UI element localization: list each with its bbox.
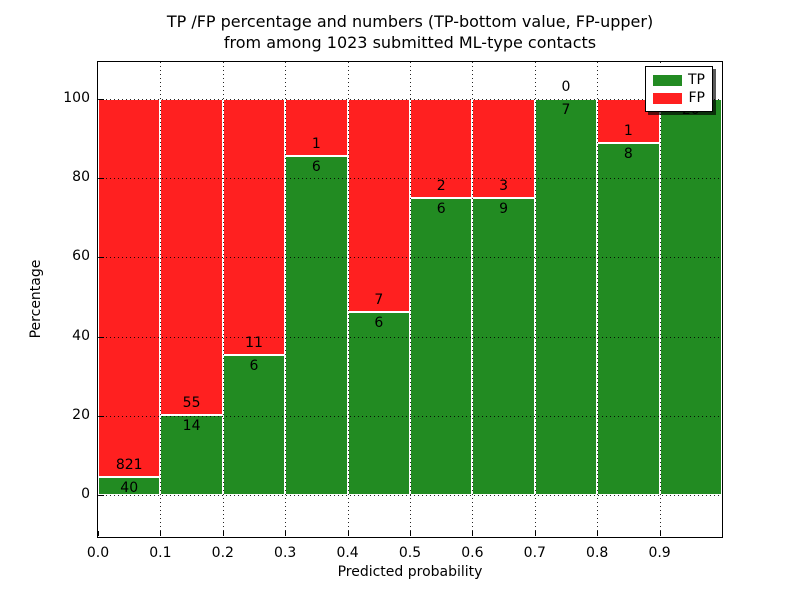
y-axis-tick-label: 0 bbox=[81, 486, 90, 502]
bar-fp-count-label: 821 bbox=[115, 456, 143, 473]
bar-fp-count-label: 1 bbox=[623, 123, 633, 139]
y-tick-mark bbox=[99, 178, 104, 180]
x-tick-mark bbox=[160, 531, 162, 536]
bar-fp-count-label: 1 bbox=[311, 135, 321, 152]
y-tick-mark bbox=[99, 336, 104, 338]
gridline-vertical bbox=[285, 62, 287, 537]
gridline-horizontal bbox=[98, 336, 722, 338]
bar-segment-fp bbox=[472, 99, 535, 198]
bar-tp-count-label: 9 bbox=[499, 201, 509, 217]
x-axis-tick-label: 0.8 bbox=[586, 545, 609, 561]
bar-segment-fp bbox=[98, 99, 161, 477]
legend-label-fp: FP bbox=[688, 89, 706, 106]
bar-segment-tp bbox=[659, 99, 722, 495]
bar-tp-count-label: 6 bbox=[249, 358, 259, 375]
bar-segment-tp bbox=[534, 99, 598, 495]
chart-title: TP /FP percentage and numbers (TP-bottom… bbox=[98, 11, 722, 53]
gridline-vertical bbox=[597, 62, 599, 537]
bar-tp-count-label: 40 bbox=[120, 479, 139, 496]
y-tick-mark bbox=[99, 257, 104, 259]
x-axis-tick-label: 0.2 bbox=[211, 545, 234, 561]
gridline-vertical bbox=[659, 62, 661, 537]
gridline-vertical bbox=[472, 62, 474, 537]
bar-fp-count-label: 11 bbox=[245, 335, 263, 352]
gridline-horizontal bbox=[98, 495, 722, 496]
y-axis-tick-label: 80 bbox=[72, 169, 90, 186]
bar-fp-count-label: 2 bbox=[436, 178, 446, 194]
x-tick-mark bbox=[98, 531, 99, 536]
y-tick-mark bbox=[99, 415, 104, 417]
x-tick-mark bbox=[597, 531, 599, 536]
x-axis-tick-label: 0.3 bbox=[274, 545, 297, 561]
bar-fp-count-label: 3 bbox=[499, 178, 509, 194]
bar-segment-fp bbox=[222, 99, 286, 356]
gridline-vertical bbox=[410, 62, 411, 537]
x-axis-tick-label: 0.0 bbox=[86, 545, 110, 561]
bar-segment-tp bbox=[160, 414, 223, 495]
y-axis-tick-label: 40 bbox=[72, 327, 90, 344]
bar-fp-count-label: 0 bbox=[561, 79, 571, 95]
legend-entry-tp: TP bbox=[653, 71, 705, 88]
y-axis-title: Percentage bbox=[28, 259, 44, 339]
x-tick-mark bbox=[472, 531, 474, 536]
bar-tp-count-label: 14 bbox=[182, 417, 201, 434]
bar-fp-count-label: 55 bbox=[182, 394, 201, 411]
bar-segment-tp bbox=[410, 198, 473, 495]
chart-title-line1: TP /FP percentage and numbers (TP-bottom… bbox=[166, 12, 654, 31]
x-axis-tick-label: 0.6 bbox=[461, 545, 484, 561]
bar-fp-count-label: 7 bbox=[374, 292, 384, 309]
bar-segment-tp bbox=[222, 355, 286, 495]
gridline-horizontal bbox=[98, 415, 722, 417]
x-tick-mark bbox=[285, 531, 287, 536]
bar-tp-count-label: 6 bbox=[374, 315, 384, 332]
legend-entry-fp: FP bbox=[653, 89, 706, 106]
x-tick-mark bbox=[347, 531, 349, 536]
bar-segment-tp bbox=[98, 476, 161, 495]
bar-tp-count-label: 8 bbox=[623, 146, 633, 162]
bar-segment-tp bbox=[597, 143, 660, 495]
x-axis-tick-label: 0.4 bbox=[336, 545, 359, 561]
bar-segment-tp bbox=[347, 312, 410, 495]
y-axis-tick-label: 20 bbox=[72, 406, 90, 423]
bar-segment-tp bbox=[472, 198, 535, 495]
gridline-vertical bbox=[160, 62, 162, 537]
y-tick-mark bbox=[99, 495, 104, 496]
bar-segment-tp bbox=[285, 155, 348, 495]
x-tick-mark bbox=[410, 531, 411, 536]
bar-tp-count-label: 7 bbox=[561, 102, 571, 118]
gridline-vertical bbox=[347, 62, 349, 537]
x-axis-tick-label: 0.1 bbox=[149, 545, 172, 561]
chart-title-line2: from among 1023 submitted ML-type contac… bbox=[223, 33, 597, 52]
x-axis-tick-label: 0.9 bbox=[648, 545, 671, 561]
bar-segment-fp bbox=[160, 99, 223, 415]
legend-swatch-fp-icon bbox=[653, 92, 682, 104]
x-axis-title: Predicted probability bbox=[337, 564, 483, 580]
x-axis-tick-label: 0.5 bbox=[398, 545, 422, 561]
x-tick-mark bbox=[659, 531, 661, 536]
gridline-vertical bbox=[534, 62, 536, 537]
y-axis-tick-label: 60 bbox=[72, 248, 90, 265]
bar-tp-count-label: 6 bbox=[311, 158, 321, 175]
x-axis-tick-label: 0.7 bbox=[523, 545, 546, 561]
legend-label-tp: TP bbox=[688, 71, 705, 88]
gridline-horizontal bbox=[98, 257, 722, 259]
gridline-horizontal bbox=[98, 99, 722, 100]
legend-swatch-tp-icon bbox=[653, 74, 682, 86]
bar-segment-fp bbox=[347, 99, 410, 313]
y-axis-tick-label: 100 bbox=[63, 90, 90, 106]
bar-tp-count-label: 6 bbox=[436, 201, 446, 217]
x-tick-mark bbox=[534, 531, 536, 536]
x-tick-mark bbox=[222, 531, 224, 536]
gridline-horizontal bbox=[98, 178, 722, 180]
gridline-vertical bbox=[222, 62, 224, 537]
y-tick-mark bbox=[99, 99, 104, 100]
bar-segment-fp bbox=[410, 99, 473, 198]
legend: TP FP bbox=[645, 66, 713, 112]
